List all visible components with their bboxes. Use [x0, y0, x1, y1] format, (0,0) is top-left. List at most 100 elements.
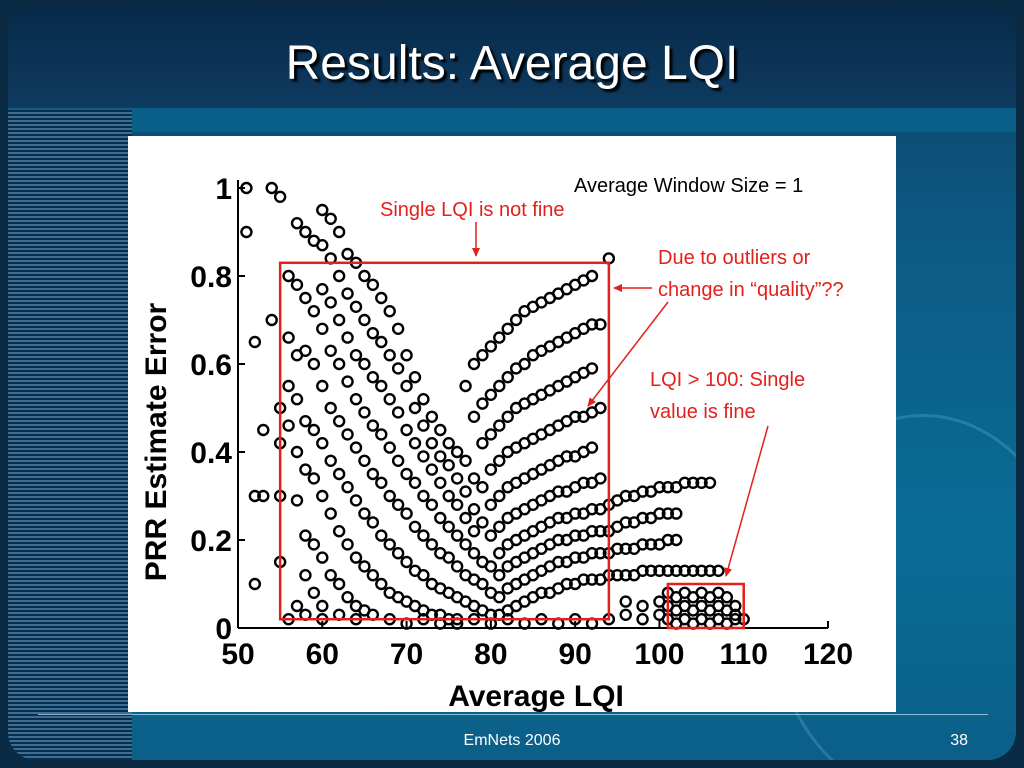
x-tick-label: 70: [390, 638, 423, 671]
outliers-annotation-line2: change in “quality”??: [658, 279, 844, 301]
data-point: [408, 401, 422, 415]
data-point: [585, 547, 599, 560]
data-point: [695, 564, 708, 577]
data-point: [257, 423, 270, 437]
x-tick-label: 60: [306, 638, 339, 671]
data-point: [316, 379, 329, 393]
data-point: [383, 538, 396, 551]
data-point: [653, 564, 666, 577]
data-point: [425, 410, 439, 423]
data-point: [400, 507, 413, 520]
data-point: [324, 401, 337, 415]
data-point: [661, 481, 675, 494]
data-point: [577, 573, 590, 586]
data-point: [400, 348, 413, 362]
y-axis-label: PRR Estimate Error: [140, 302, 173, 581]
data-point: [434, 450, 447, 463]
data-point: [316, 203, 329, 217]
data-point: [450, 445, 464, 459]
data-point: [375, 529, 388, 542]
data-point: [425, 498, 439, 511]
data-point: [619, 489, 632, 503]
data-point: [400, 555, 413, 569]
data-point: [324, 569, 337, 582]
data-point: [484, 428, 498, 441]
data-point: [619, 542, 632, 555]
data-point: [644, 538, 658, 551]
data-point: [391, 498, 405, 511]
data-point: [636, 564, 649, 577]
data-point: [307, 357, 321, 371]
data-point: [282, 379, 295, 393]
data-point: [442, 520, 455, 533]
data-point: [476, 397, 489, 410]
data-point: [332, 225, 346, 239]
data-point: [552, 555, 565, 569]
data-point: [450, 472, 464, 485]
y-tick-label: 0.4: [190, 437, 232, 470]
data-point: [712, 564, 725, 577]
data-point: [349, 441, 363, 454]
data-point: [299, 529, 312, 542]
data-point: [484, 388, 498, 401]
data-point: [366, 370, 380, 384]
data-point: [585, 269, 599, 283]
data-point: [391, 406, 405, 419]
data-point: [467, 503, 481, 516]
data-point: [459, 379, 472, 393]
data-point: [434, 511, 447, 525]
data-point: [619, 595, 632, 608]
data-point: [391, 322, 405, 336]
data-point: [383, 348, 396, 362]
data-point: [611, 542, 624, 555]
data-point: [391, 547, 405, 560]
data-point: [484, 463, 498, 476]
footer-text: EmNets 2006: [463, 732, 561, 749]
data-point: [408, 370, 422, 384]
footer-divider: [38, 714, 988, 715]
x-tick-label: 80: [474, 638, 507, 671]
data-point: [307, 304, 321, 318]
data-point: [257, 489, 270, 503]
window-size-annotation: Average Window Size = 1: [574, 175, 803, 197]
data-point: [358, 269, 371, 283]
data-point: [383, 489, 396, 503]
data-point: [670, 564, 683, 577]
data-point: [400, 379, 413, 393]
data-point: [459, 485, 472, 498]
data-point: [467, 525, 481, 538]
data-point: [240, 225, 253, 239]
data-point: [594, 472, 607, 485]
data-point: [366, 419, 380, 432]
data-point: [568, 529, 582, 542]
data-point: [332, 313, 346, 327]
data-point: [341, 331, 354, 344]
data-point: [670, 507, 683, 520]
data-point: [568, 551, 582, 564]
data-point: [619, 569, 632, 582]
x-axis-label: Average LQI: [448, 680, 624, 712]
data-point: [703, 476, 717, 489]
slide-title: Results: Average LQI: [285, 37, 739, 90]
data-point: [358, 357, 371, 371]
data-point: [290, 494, 304, 507]
data-point: [619, 516, 632, 529]
data-point: [450, 498, 464, 511]
data-point: [493, 591, 506, 604]
data-point: [417, 569, 430, 582]
x-tick-label: 90: [558, 638, 591, 671]
y-tick-label: 1: [215, 173, 232, 206]
data-point: [594, 547, 607, 560]
data-point: [341, 247, 354, 261]
data-point: [459, 538, 472, 551]
data-point: [307, 586, 321, 599]
data-point: [560, 577, 573, 591]
data-point: [375, 577, 388, 591]
y-tick-label: 0.6: [190, 349, 232, 382]
data-point: [299, 569, 312, 582]
lqi100-annotation-line1: LQI > 100: Single: [650, 369, 805, 391]
data-point: [417, 489, 430, 503]
data-point: [299, 344, 312, 358]
data-point: [307, 423, 321, 437]
data-point: [408, 520, 422, 533]
